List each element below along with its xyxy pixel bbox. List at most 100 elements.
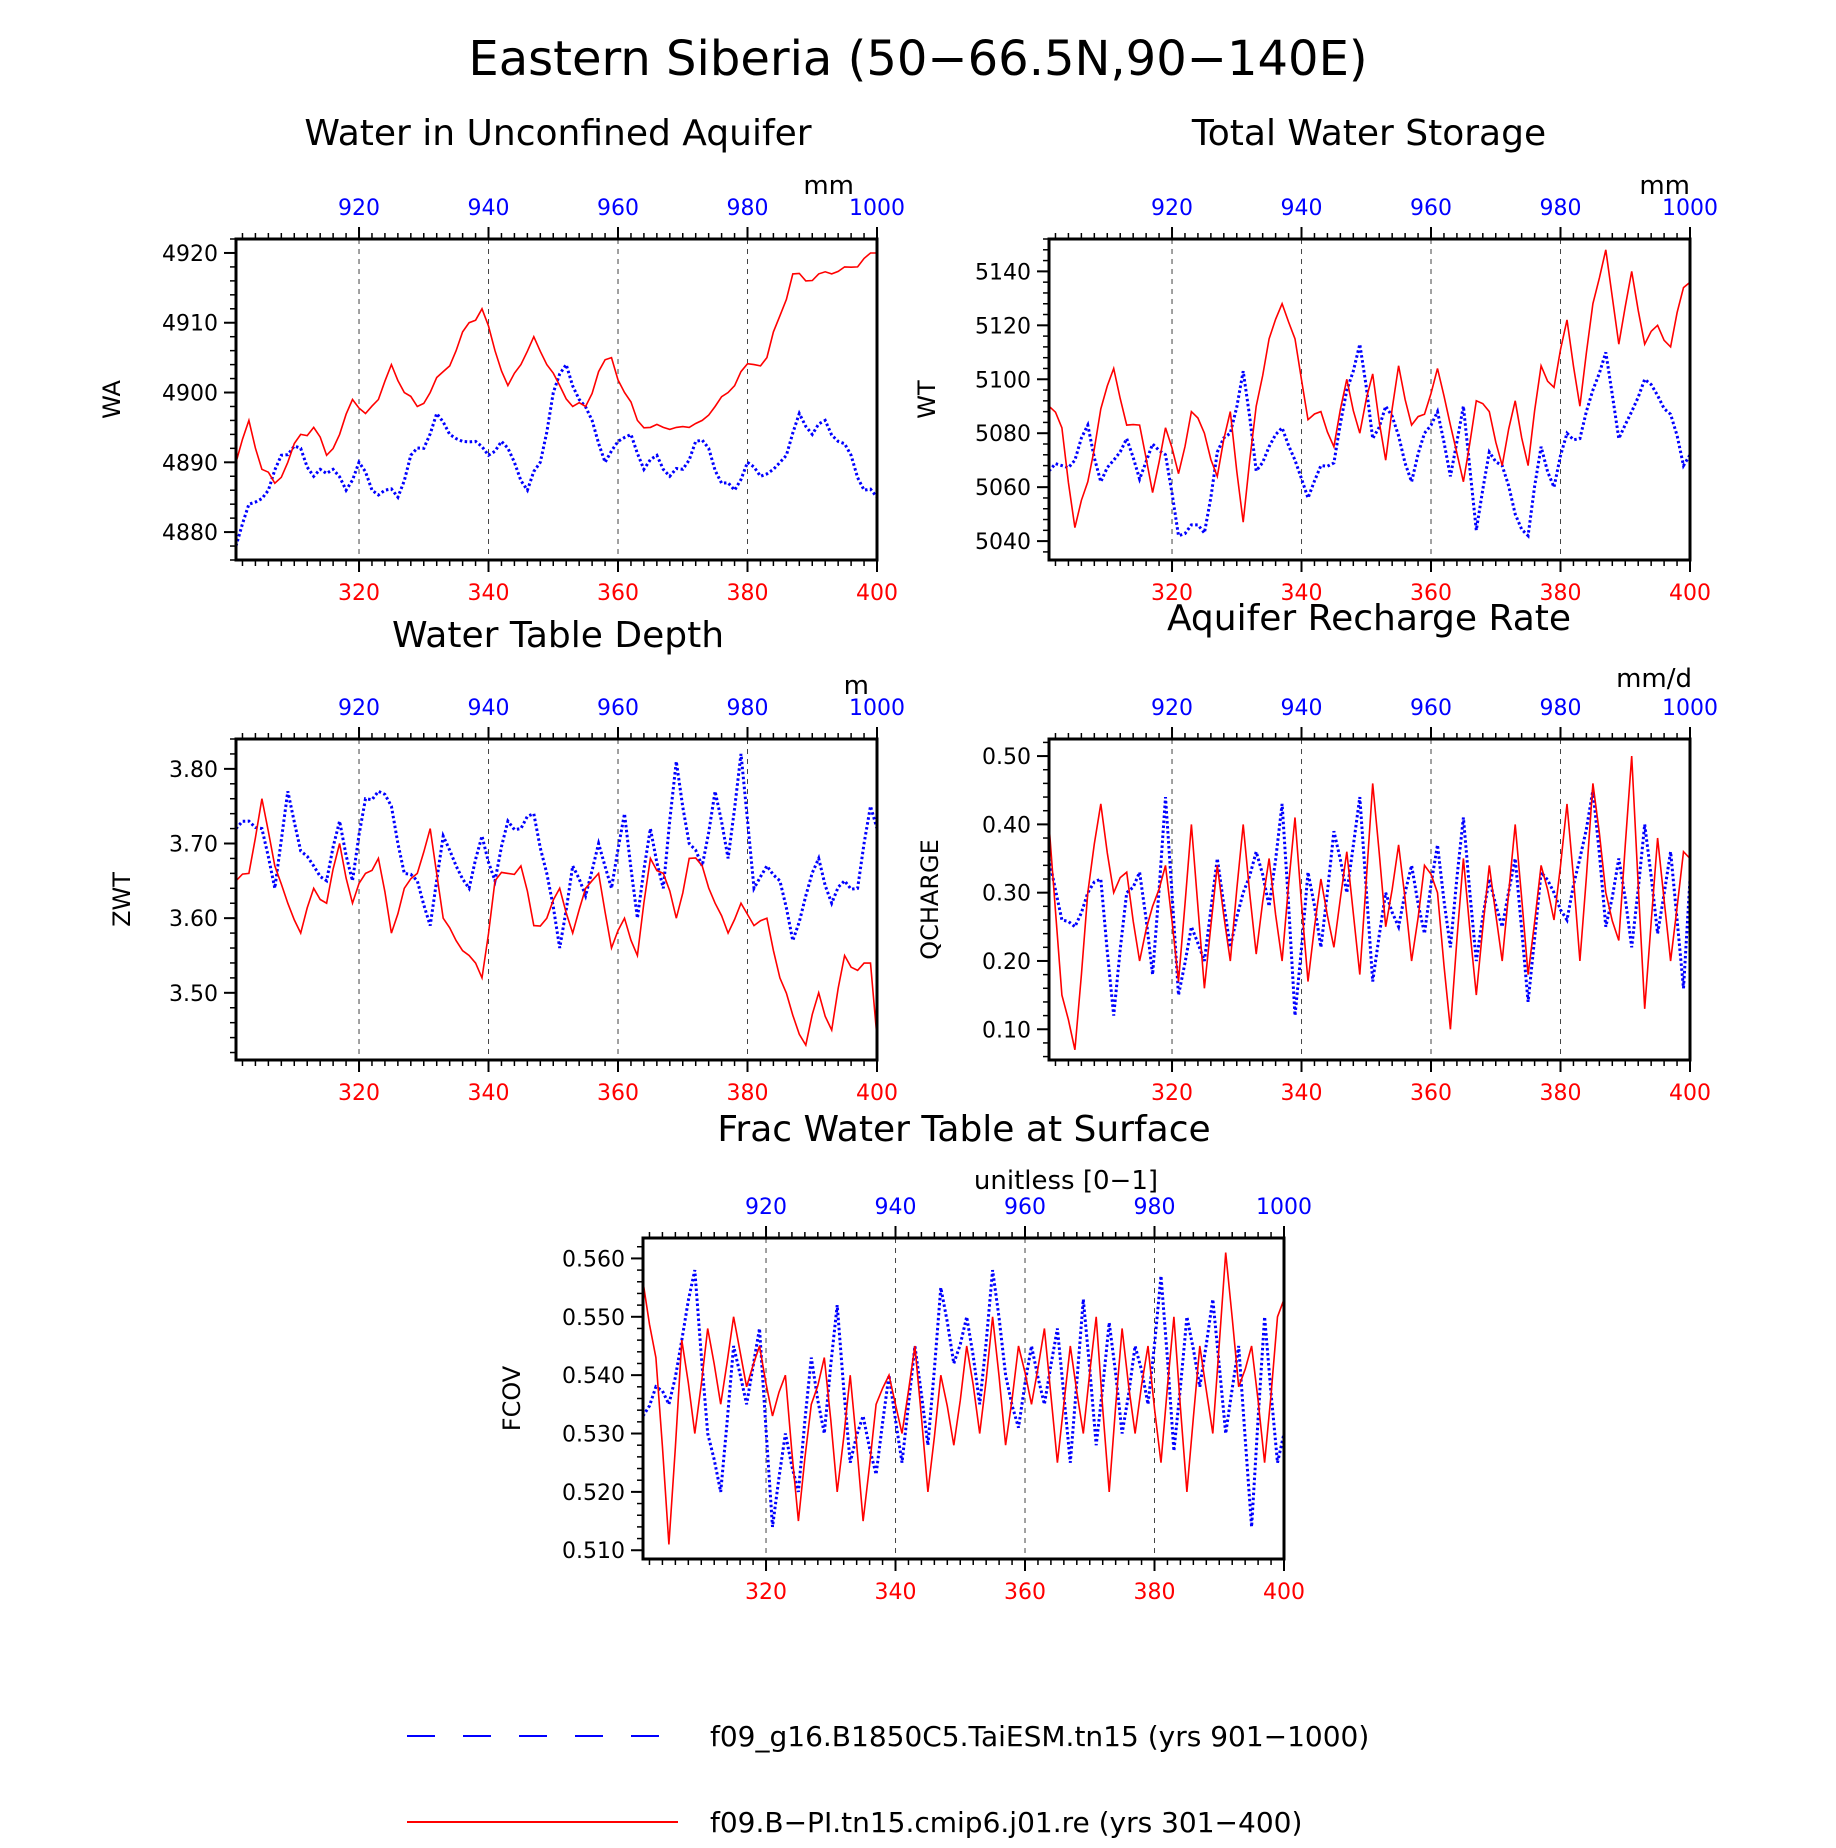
series-line-cmip6 — [1048, 756, 1691, 1050]
y-tick-label: 0.510 — [562, 1539, 625, 1564]
panel-1: Water in Unconfined Aquifer mm WA 4880 4890 4… — [98, 113, 905, 606]
y-tick-label: 0.560 — [562, 1247, 625, 1272]
x-top-tick-label: 920 — [1151, 696, 1193, 721]
y-tick-label: 4920 — [162, 242, 218, 267]
series-line-taiesm — [1047, 789, 1692, 1016]
x-bottom-tick-label: 380 — [1540, 1081, 1582, 1106]
x-bottom-tick-label: 400 — [856, 581, 898, 606]
units-label: unitless [0−1] — [974, 1166, 1158, 1196]
x-top-tick-label: 1000 — [1662, 696, 1718, 721]
x-top-tick-label: 980 — [1540, 696, 1582, 721]
y-tick-label: 0.40 — [982, 813, 1031, 838]
plot-frame — [234, 237, 879, 562]
x-bottom-tick-label: 320 — [1151, 581, 1193, 606]
x-top-tick-label: 1000 — [849, 196, 905, 221]
y-tick-label: 0.20 — [982, 950, 1031, 975]
x-top-tick-label: 940 — [468, 696, 510, 721]
panel-title: Aquifer Recharge Rate — [1167, 598, 1571, 639]
x-bottom-tick-label: 400 — [856, 1081, 898, 1106]
y-tick-label: 0.30 — [982, 882, 1031, 907]
y-tick-label: 0.540 — [562, 1364, 625, 1389]
units-label: mm — [803, 171, 854, 201]
panel-3: Water Table Depth m ZWT 3.50 3.60 3.70 3.80 320… — [108, 615, 905, 1106]
plot-frame — [1047, 737, 1692, 1062]
panels-container: Water in Unconfined Aquifer mm WA 4880 4890 4… — [98, 113, 1718, 1605]
panel-title: Water in Unconfined Aquifer — [304, 113, 811, 154]
x-bottom-tick-label: 340 — [1281, 581, 1323, 606]
y-tick-label: 4900 — [162, 382, 218, 407]
x-bottom-tick-label: 320 — [1151, 1081, 1193, 1106]
series-line-taiesm — [641, 1269, 1286, 1528]
x-bottom-tick-label: 380 — [727, 581, 769, 606]
x-bottom-tick-label: 360 — [597, 1081, 639, 1106]
plot-frame — [234, 737, 879, 1062]
x-bottom-tick-label: 340 — [1281, 1081, 1323, 1106]
panel-2: Total Water Storage mm WT 5040 5060 5080 5100 5… — [913, 113, 1718, 606]
series-line-cmip6 — [235, 798, 878, 1048]
x-bottom-tick-label: 340 — [468, 581, 510, 606]
panel-title: Frac Water Table at Surface — [717, 1109, 1210, 1150]
y-tick-label: 4880 — [162, 521, 218, 546]
y-tick-label: 5040 — [975, 530, 1031, 555]
x-top-tick-label: 920 — [1151, 196, 1193, 221]
y-tick-label: 0.10 — [982, 1018, 1031, 1043]
plot-frame — [641, 1236, 1286, 1561]
figure-title: Eastern Siberia (50−66.5N,90−140E) — [468, 31, 1367, 87]
x-bottom-tick-label: 320 — [338, 581, 380, 606]
y-axis-label: ZWT — [108, 872, 136, 927]
x-bottom-tick-label: 400 — [1669, 1081, 1711, 1106]
y-axis-label: WT — [913, 380, 941, 419]
x-top-tick-label: 920 — [338, 196, 380, 221]
series-line-cmip6 — [235, 252, 877, 485]
x-bottom-tick-label: 380 — [727, 1081, 769, 1106]
legend-label-taiesm: f09_g16.B1850C5.TaiESM.tn15 (yrs 901−100… — [710, 1720, 1369, 1753]
plot-frame — [1047, 237, 1692, 562]
series-line-taiesm — [234, 753, 879, 949]
y-tick-label: 3.80 — [169, 758, 218, 783]
x-top-tick-label: 940 — [468, 196, 510, 221]
y-tick-label: 3.70 — [169, 833, 218, 858]
x-top-tick-label: 960 — [1410, 196, 1452, 221]
x-top-tick-label: 1000 — [1662, 196, 1718, 221]
units-label: mm/d — [1616, 664, 1692, 694]
y-tick-label: 5100 — [975, 368, 1031, 393]
x-bottom-tick-label: 400 — [1669, 581, 1711, 606]
x-top-tick-label: 920 — [338, 696, 380, 721]
units-label: m — [844, 671, 869, 701]
y-axis-label: QCHARGE — [916, 839, 944, 960]
x-top-tick-label: 940 — [875, 1195, 917, 1220]
series-line-taiesm — [1047, 343, 1692, 539]
y-tick-label: 5120 — [975, 314, 1031, 339]
x-bottom-tick-label: 360 — [1410, 1081, 1452, 1106]
x-top-tick-label: 980 — [1540, 196, 1582, 221]
series-line-cmip6 — [642, 1252, 1285, 1545]
y-tick-label: 5060 — [975, 476, 1031, 501]
x-bottom-tick-label: 360 — [597, 581, 639, 606]
x-top-tick-label: 940 — [1281, 696, 1323, 721]
y-tick-label: 3.50 — [169, 982, 218, 1007]
y-tick-label: 5080 — [975, 422, 1031, 447]
x-top-tick-label: 940 — [1281, 196, 1323, 221]
x-bottom-tick-label: 360 — [1004, 1580, 1046, 1605]
y-tick-label: 0.530 — [562, 1423, 625, 1448]
x-bottom-tick-label: 340 — [875, 1580, 917, 1605]
x-bottom-tick-label: 320 — [745, 1580, 787, 1605]
x-bottom-tick-label: 400 — [1263, 1580, 1305, 1605]
x-top-tick-label: 980 — [727, 196, 769, 221]
x-top-tick-label: 960 — [597, 696, 639, 721]
x-top-tick-label: 960 — [1410, 696, 1452, 721]
y-tick-label: 3.60 — [169, 907, 218, 932]
x-bottom-tick-label: 360 — [1410, 581, 1452, 606]
units-label: mm — [1639, 171, 1690, 201]
y-axis-label: WA — [98, 380, 126, 419]
panel-title: Total Water Storage — [1191, 113, 1546, 154]
y-tick-label: 0.520 — [562, 1481, 625, 1506]
y-tick-label: 5140 — [975, 260, 1031, 285]
legend-label-cmip6: f09.B−PI.tn15.cmip6.j01.re (yrs 301−400) — [710, 1806, 1302, 1839]
y-tick-label: 4910 — [162, 312, 218, 337]
legend: f09_g16.B1850C5.TaiESM.tn15 (yrs 901−100… — [407, 1720, 1369, 1839]
x-bottom-tick-label: 380 — [1540, 581, 1582, 606]
x-bottom-tick-label: 340 — [468, 1081, 510, 1106]
x-top-tick-label: 920 — [745, 1195, 787, 1220]
